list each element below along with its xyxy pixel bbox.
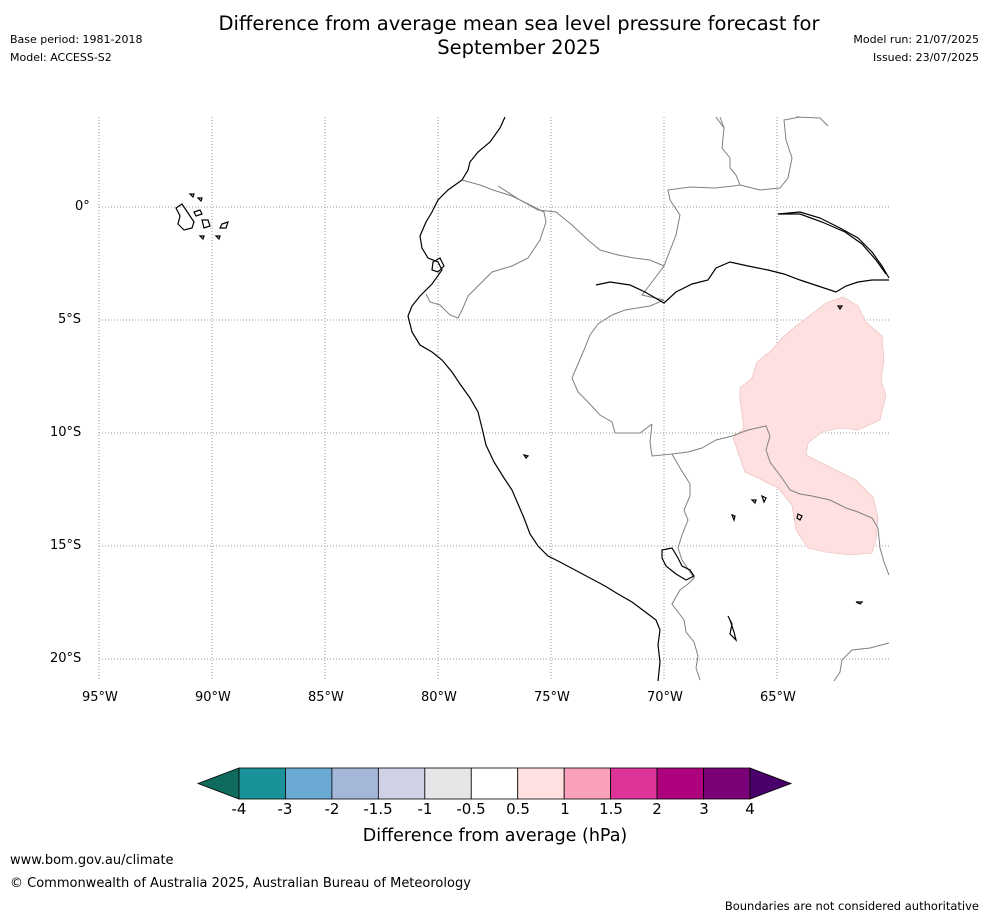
cb-label: -1 <box>417 800 433 818</box>
cb-label: 1.5 <box>599 800 623 818</box>
anomaly-region <box>732 296 887 556</box>
country-borders <box>425 116 890 682</box>
lat-tick-10s: 10°S <box>50 425 82 440</box>
colorbar-swatch <box>377 767 426 800</box>
cb-label: -0.5 <box>456 800 486 818</box>
lon-tick-80w: 80°W <box>421 690 457 705</box>
colorbar-swatch <box>703 767 751 800</box>
lon-tick-65w: 65°W <box>760 690 796 705</box>
lon-tick-70w: 70°W <box>647 690 683 705</box>
colorbar-swatch <box>656 767 704 800</box>
colorbar-title: Difference from average (hPa) <box>362 826 628 846</box>
lat-tick-20s: 20°S <box>50 651 82 666</box>
meta-right: Model run: 21/07/2025 Issued: 23/07/2025 <box>853 31 979 67</box>
cb-label: 0.5 <box>506 800 530 818</box>
cb-label: -4 <box>231 800 247 818</box>
lat-tick-0: 0° <box>75 199 90 214</box>
cb-label: 2 <box>652 800 662 818</box>
cb-label: 3 <box>699 800 709 818</box>
base-period: Base period: 1981-2018 <box>10 33 143 46</box>
title-line-2: September 2025 <box>437 36 601 59</box>
footer-copyright: © Commonwealth of Australia 2025, Austra… <box>10 876 471 891</box>
cb-label: -3 <box>277 800 293 818</box>
colorbar-extend-high <box>749 767 793 800</box>
lon-tick-75w: 75°W <box>534 690 570 705</box>
colorbar-swatch <box>424 767 472 800</box>
cb-label: 4 <box>745 800 755 818</box>
colorbar-swatch <box>285 767 333 800</box>
lat-tick-15s: 15°S <box>50 538 82 553</box>
issued-date: Issued: 23/07/2025 <box>872 51 979 64</box>
title-line-1: Difference from average mean sea level p… <box>218 12 820 35</box>
lon-tick-95w: 95°W <box>82 690 118 705</box>
colorbar-swatch <box>610 767 658 800</box>
model-run: Model run: 21/07/2025 <box>853 33 979 46</box>
meta-left: Base period: 1981-2018 Model: ACCESS-S2 <box>10 31 142 67</box>
lon-tick-85w: 85°W <box>308 690 344 705</box>
boundaries-note: Boundaries are not considered authoritat… <box>724 899 979 913</box>
cb-label: -2 <box>324 800 340 818</box>
footer-url[interactable]: www.bom.gov.au/climate <box>10 853 174 868</box>
chart-title: Difference from average mean sea level p… <box>190 12 848 60</box>
colorbar-extend-low <box>196 767 240 800</box>
cb-label: -1.5 <box>363 800 393 818</box>
colorbar-swatch <box>517 767 565 800</box>
cb-label: 1 <box>560 800 570 818</box>
lon-tick-90w: 90°W <box>195 690 231 705</box>
colorbar-swatch <box>563 767 612 800</box>
coastlines <box>175 116 890 682</box>
lat-tick-5s: 5°S <box>58 312 82 327</box>
colorbar-swatch <box>470 767 519 800</box>
colorbar-swatch <box>238 767 286 800</box>
colorbar-swatch <box>331 767 379 800</box>
model-name: Model: ACCESS-S2 <box>10 51 112 64</box>
